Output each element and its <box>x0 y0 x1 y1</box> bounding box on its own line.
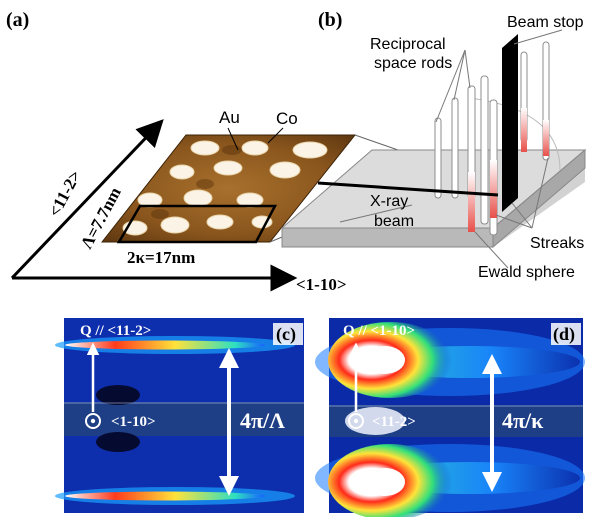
panel-c: (c) Q // <11-2> <1-10> 4π/Λ <box>55 318 304 513</box>
panel-c-dir-text: <1-10> <box>111 414 156 430</box>
afm-image <box>100 134 357 244</box>
rods-label-line1: Reciprocal <box>370 36 446 53</box>
xray-label-line2: beam <box>374 213 414 230</box>
co-label: Co <box>276 109 298 128</box>
panel-d-dir-text: <11-2> <box>372 414 416 430</box>
xray-beam-line <box>317 181 499 197</box>
beam-stop-label: Beam stop <box>507 14 584 31</box>
panel-d-bottom-lobe <box>328 444 452 517</box>
axis-1-10-label: <1-10> <box>296 275 347 294</box>
au-label: Au <box>219 108 240 127</box>
axis-11-2-label: <11-2> <box>45 167 85 220</box>
panel-d-q-text: Q // <1-10> <box>343 323 415 339</box>
leader-lines <box>339 29 563 269</box>
rods-label-line2: space rods <box>374 55 452 72</box>
panel-d: (d) Q // <1-10> <11-2> 4π/κ <box>315 318 585 517</box>
panel-c-dot-circle <box>85 413 101 429</box>
streaks <box>468 108 549 232</box>
panel-a-label: (a) <box>6 9 29 31</box>
au-pointer <box>227 127 239 151</box>
beam-stop <box>502 34 518 212</box>
co-pointer <box>267 127 284 144</box>
ewald-label: Ewald sphere <box>478 264 575 281</box>
panel-c-label-text: (c) <box>276 324 296 345</box>
panel-d-period-text: 4π/κ <box>502 408 544 433</box>
panel-d-dot-circle <box>348 413 364 429</box>
panel-c-bottom-streak <box>55 487 295 505</box>
panel-c-band <box>64 402 304 436</box>
panel-d-label: (d) <box>553 324 575 345</box>
panel-b-label: (b) <box>318 9 342 31</box>
xray-label-line1: X-ray <box>370 193 408 210</box>
panel-c-q-text: Q // <11-2> <box>80 323 151 339</box>
ewald-sphere <box>469 97 561 171</box>
panel-c-period-text: 4π/Λ <box>240 408 285 433</box>
axis-11-2-arrow <box>10 119 164 280</box>
panel-b: (b) <box>280 9 587 281</box>
panel-d-top-lobe <box>328 322 452 398</box>
streaks-label: Streaks <box>530 235 584 252</box>
panel-a: (a) <11-2> <1-10> Λ=7.7nm 2κ=17nm <box>6 9 399 294</box>
kappa-label: 2κ=17nm <box>127 248 195 267</box>
unit-cell-box <box>116 204 278 244</box>
co-islands <box>122 140 328 236</box>
